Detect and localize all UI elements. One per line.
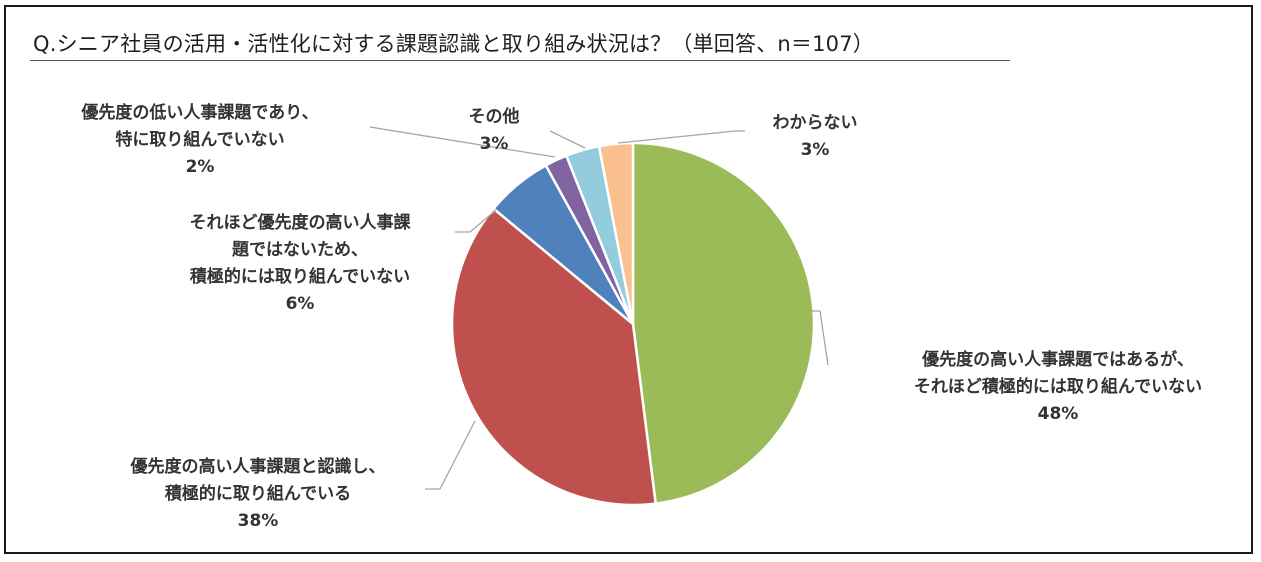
data-label-line: その他 [469,106,520,127]
data-label-2: 優先度の高い人事課題と認識し、積極的に取り組んでいる 38% [130,456,386,531]
leader-lines [369,126,829,490]
data-label-6: わからない 3% [773,113,858,160]
data-label-line: 題ではないため、 [232,240,368,260]
pie-slices [450,141,816,507]
leader-line-6 [617,130,745,144]
data-label-line: 積極的に取り組んでいる [165,483,351,504]
data-label-value: 3% [801,140,830,160]
data-label-1: 優先度の高い人事課題ではあるが、それほど積極的には取り組んでいない 48% [914,349,1202,424]
data-label-value: 6% [286,294,315,314]
chart-title: Q.シニア社員の活用・活性化に対する課題認識と取り組み状況は？（単回答、n＝10… [33,32,874,56]
leader-line-1 [812,310,829,366]
pie-slice-1 [631,141,816,505]
data-label-line: 優先度の高い人事課題ではあるが、 [921,349,1194,370]
data-label-value: 3% [480,134,509,154]
data-label-line: 優先度の低い人事課題であり、 [80,102,318,123]
data-label-value: 2% [186,157,215,177]
data-labels: 優先度の高い人事課題ではあるが、それほど積極的には取り組んでいない 48%優先度の… [80,102,1202,531]
data-label-value: 48% [1038,404,1079,424]
data-label-line: 特に取り組んでいない [115,129,284,150]
data-label-4: 優先度の低い人事課題であり、特に取り組んでいない 2% [80,102,318,177]
pie-slice-6 [597,141,635,326]
data-label-3: それほど優先度の高い人事課題ではないため、積極的には取り組んでいない 6% [190,212,412,314]
leader-line-3 [455,209,497,233]
leader-line-2 [425,420,476,490]
data-label-line: 積極的には取り組んでいない [190,266,410,287]
data-label-value: 38% [238,511,279,531]
data-label-line: わからない [773,113,858,133]
pie-slice-2 [450,207,657,507]
leader-line-4 [369,126,556,158]
data-label-line: 優先度の高い人事課題と認識し、 [130,456,386,477]
leader-line-5 [549,130,586,149]
title-underline [30,60,1010,61]
data-label-line: それほど積極的には取り組んでいない [914,376,1202,397]
data-label-5: その他 3% [469,106,520,154]
data-label-line: それほど優先度の高い人事課 [190,212,412,233]
